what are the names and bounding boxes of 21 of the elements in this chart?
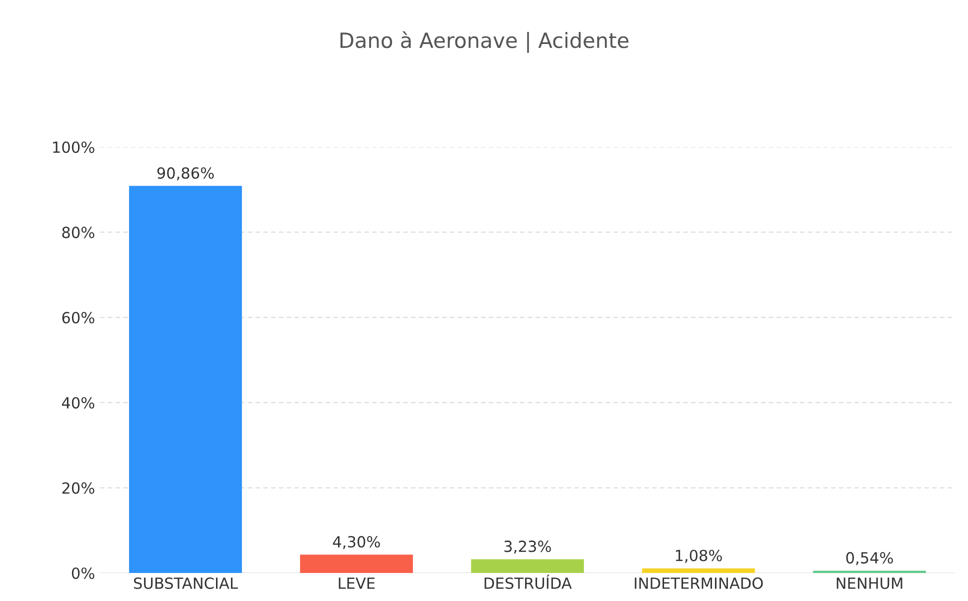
bar	[642, 568, 755, 573]
data-label: 0,54%	[846, 552, 893, 566]
data-label: 90,86%	[157, 167, 214, 180]
x-tick-label: DESTRUÍDA	[484, 574, 572, 589]
y-tick-label: 60%	[62, 312, 94, 324]
x-tick-label: NENHUM	[836, 578, 902, 589]
data-label: 3,23%	[504, 540, 551, 554]
bar	[471, 559, 584, 573]
chart-title: Dano à Aeronave | Acidente	[340, 31, 628, 53]
bar	[300, 554, 413, 573]
y-tick-label: 100%	[53, 141, 94, 154]
y-tick-label: 0%	[72, 567, 94, 580]
x-tick-label: LEVE	[338, 578, 375, 589]
y-tick-label: 80%	[62, 226, 94, 238]
data-label: 4,30%	[332, 536, 380, 550]
x-tick-label: INDETERMINADO	[634, 577, 763, 589]
y-tick-label: 20%	[62, 482, 94, 494]
x-tick-label: SUBSTANCIAL	[134, 577, 238, 589]
data-label: 1,08%	[676, 550, 722, 563]
y-tick-label: 40%	[62, 397, 94, 409]
bar	[129, 186, 242, 573]
